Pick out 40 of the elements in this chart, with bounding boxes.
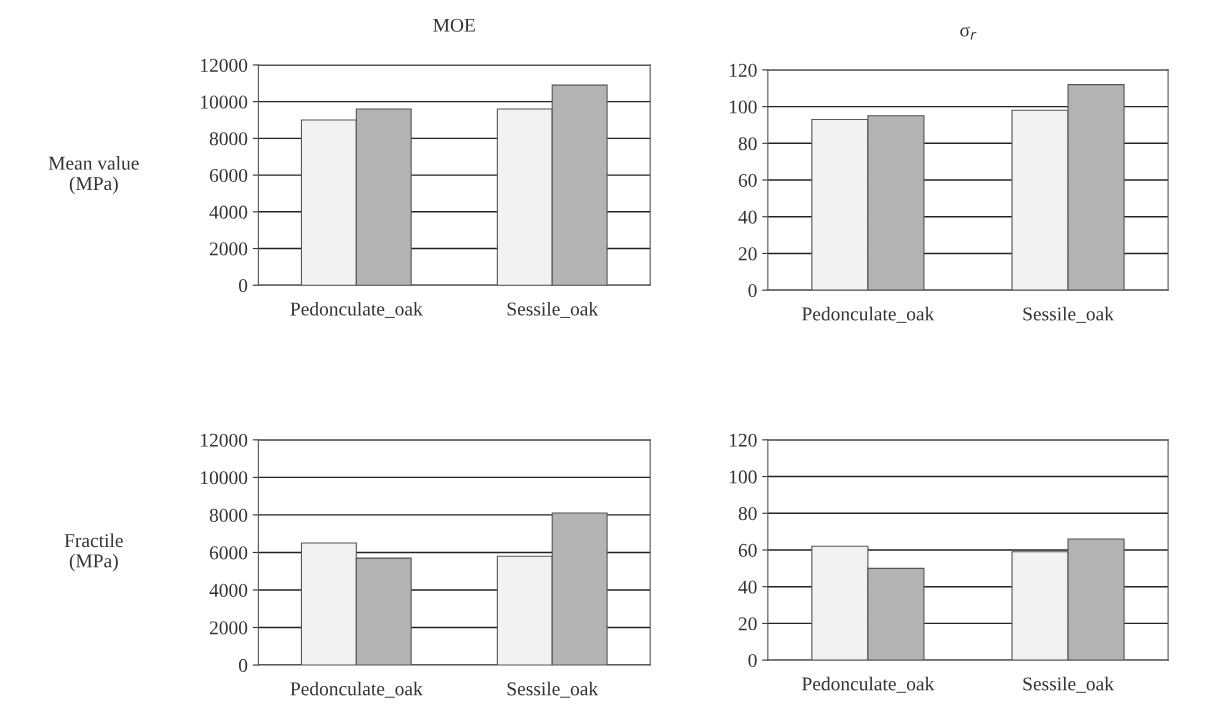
- y-tick-label: 0: [238, 279, 248, 293]
- y-tick-label: 8000: [209, 132, 248, 146]
- y-tick-label: 40: [738, 210, 757, 224]
- y-tick-label: 4000: [209, 205, 248, 219]
- y-tick-label: 0: [238, 658, 248, 672]
- y-tick-label: 10000: [201, 95, 248, 109]
- y-axis-title: Mean value (MPa): [48, 156, 139, 195]
- y-tick-label: 0: [748, 653, 757, 668]
- x-tick-label: Pedonculate_oak: [802, 676, 935, 693]
- x-tick-label: Sessile_oak: [507, 681, 599, 698]
- y-tick-label: 6000: [209, 168, 248, 183]
- y-tick-label: 80: [738, 507, 757, 521]
- chart-title: MOE: [433, 18, 475, 32]
- x-tick-label: Sessile_oak: [1023, 676, 1114, 693]
- y-tick-label: 12000: [201, 58, 248, 72]
- y-tick-label: 10000: [201, 471, 248, 485]
- x-tick-label: Sessile_oak: [1023, 306, 1114, 323]
- x-tick-label: Pedonculate_oak: [290, 681, 423, 698]
- chart-title: σ$_{r}$: [960, 26, 977, 40]
- y-tick-label: 40: [738, 580, 757, 594]
- y-tick-label: 120: [729, 63, 757, 77]
- y-tick-label: 80: [738, 137, 757, 151]
- y-tick-label: 12000: [201, 433, 248, 447]
- y-tick-label: 20: [738, 617, 757, 631]
- y-tick-label: 0: [748, 283, 757, 298]
- y-tick-label: 2000: [209, 621, 248, 635]
- x-tick-label: Sessile_oak: [507, 301, 599, 318]
- x-tick-label: Pedonculate_oak: [290, 301, 423, 318]
- y-tick-label: 60: [738, 173, 757, 187]
- y-tick-label: 20: [738, 247, 757, 261]
- y-tick-label: 2000: [209, 242, 248, 256]
- y-tick-label: 6000: [209, 546, 248, 560]
- y-tick-label: 4000: [209, 583, 248, 597]
- y-tick-label: 120: [729, 433, 757, 447]
- x-tick-label: Pedonculate_oak: [802, 306, 935, 323]
- y-tick-label: 100: [729, 470, 757, 484]
- y-tick-label: 100: [729, 100, 757, 114]
- y-tick-label: 60: [738, 543, 757, 557]
- y-tick-label: 8000: [209, 508, 248, 522]
- y-axis-title: Fractile (MPa): [64, 533, 123, 572]
